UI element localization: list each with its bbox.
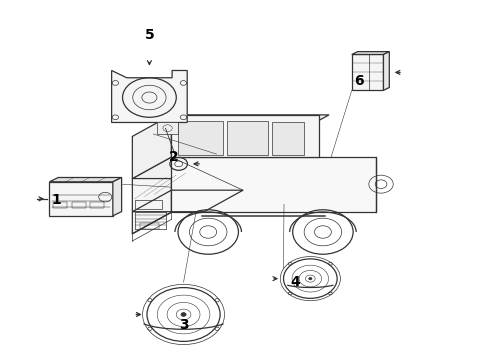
Text: 1: 1: [52, 193, 61, 207]
Polygon shape: [111, 71, 187, 122]
Bar: [140, 223, 159, 229]
Polygon shape: [132, 157, 171, 234]
Polygon shape: [132, 115, 171, 179]
Polygon shape: [177, 121, 222, 155]
Circle shape: [181, 312, 186, 316]
Polygon shape: [157, 115, 328, 136]
Polygon shape: [351, 54, 383, 90]
Polygon shape: [49, 182, 113, 216]
Text: 5: 5: [144, 28, 154, 42]
Polygon shape: [351, 51, 388, 54]
Polygon shape: [383, 51, 388, 90]
Text: 4: 4: [290, 275, 300, 289]
Text: 6: 6: [353, 75, 363, 89]
Polygon shape: [171, 115, 318, 157]
Polygon shape: [49, 177, 122, 182]
Text: 2: 2: [168, 150, 178, 164]
Polygon shape: [132, 157, 318, 179]
Text: 3: 3: [179, 318, 188, 332]
Polygon shape: [113, 177, 122, 216]
Polygon shape: [171, 157, 375, 212]
Circle shape: [308, 278, 311, 280]
Polygon shape: [157, 122, 178, 134]
Polygon shape: [226, 121, 267, 155]
Polygon shape: [271, 122, 304, 155]
Bar: [135, 200, 161, 209]
